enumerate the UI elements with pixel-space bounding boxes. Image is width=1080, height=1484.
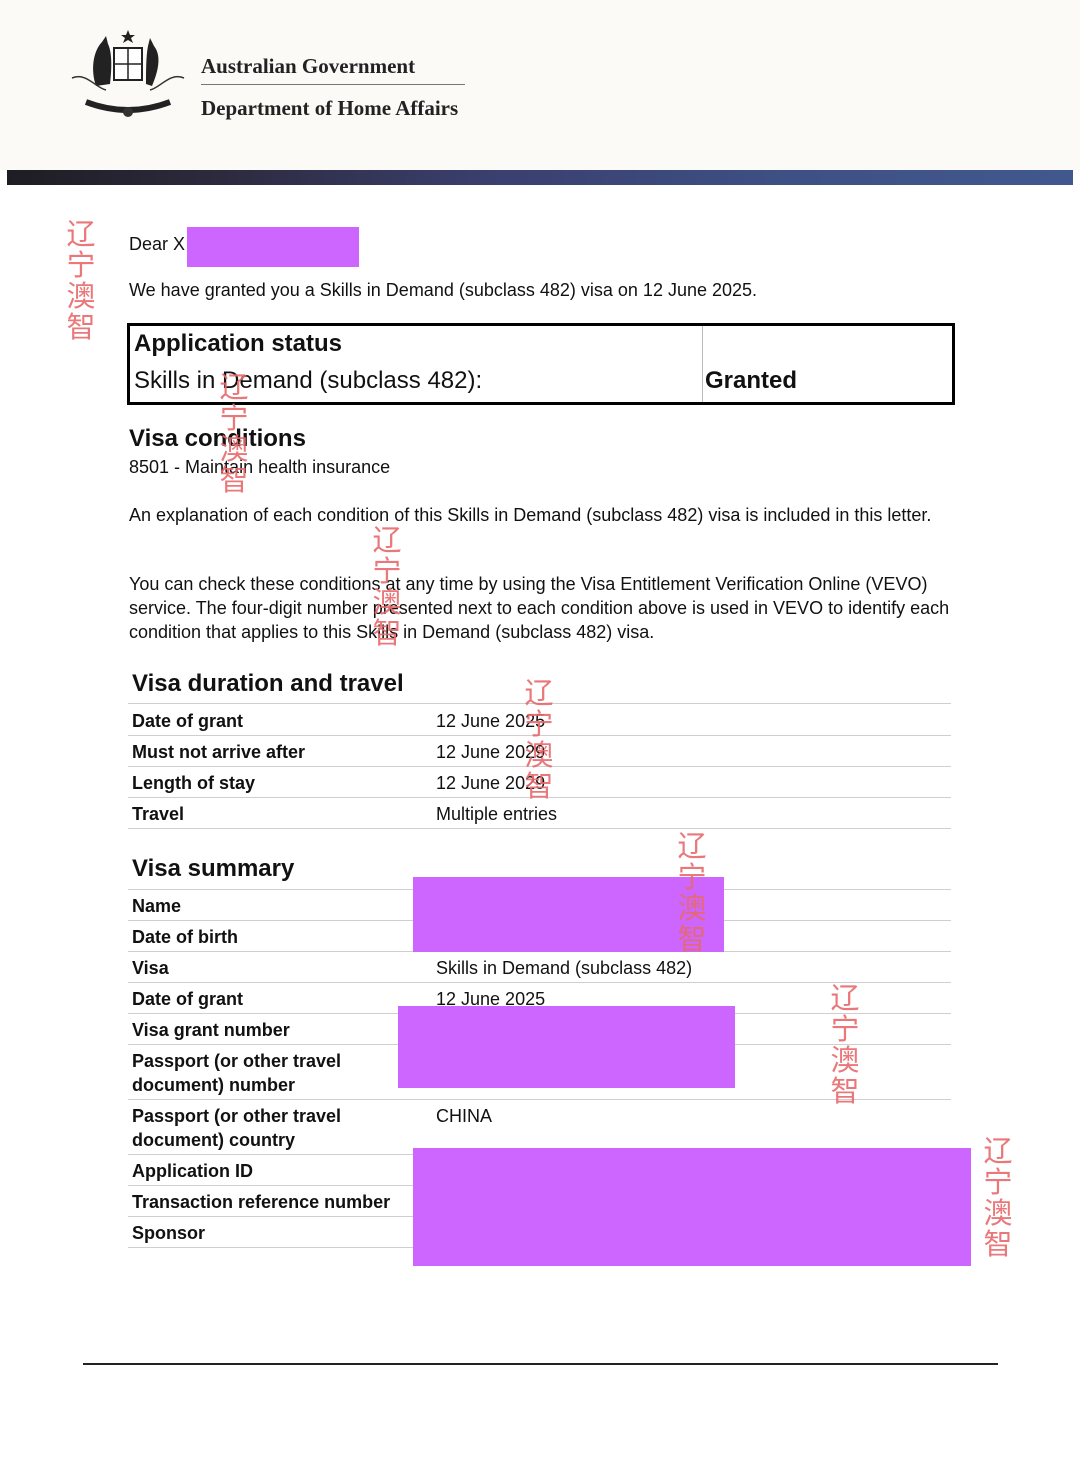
status-label: Skills in Demand (subclass 482):: [134, 367, 483, 394]
watermark: 辽宁澳智: [66, 219, 96, 344]
row-label: Application ID: [132, 1161, 253, 1181]
row-label: Travel: [132, 804, 185, 824]
watermark: 辽宁澳智: [219, 372, 249, 497]
greeting: Dear X: [129, 234, 186, 254]
watermark: 辽宁澳智: [524, 678, 554, 803]
row-label: Visa: [132, 958, 169, 978]
row-value: Skills in Demand (subclass 482): [436, 958, 693, 978]
watermark: 辽宁澳智: [983, 1136, 1013, 1261]
duration-title-rule: [128, 673, 951, 704]
redacted-application-details: [413, 1148, 971, 1266]
status-value: Granted: [705, 367, 798, 394]
row-label: Sponsor: [132, 1223, 206, 1243]
table-row: Date of grant 12 June 2025: [128, 705, 951, 736]
watermark: 辽宁澳智: [830, 983, 860, 1108]
summary-title: Visa summary: [132, 855, 295, 882]
grant-intro: We have granted you a Skills in Demand (…: [129, 280, 758, 300]
letterhead: Australian Government Department of Home…: [0, 0, 1080, 170]
vevo-paragraph: You can check these conditions at any ti…: [129, 574, 950, 642]
watermark: 辽宁澳智: [677, 831, 707, 956]
status-title: Application status: [134, 330, 343, 357]
row-value: 12 June 2025: [436, 711, 546, 731]
row-label: Date of grant: [132, 989, 244, 1009]
redacted-grant-passport: [398, 1006, 735, 1088]
footer-rule: [83, 1363, 998, 1365]
department-name: Department of Home Affairs: [201, 96, 459, 120]
row-label: Length of stay: [132, 773, 256, 793]
table-row: Passport (or other travel document) numb…: [128, 1045, 951, 1100]
conditions-title: Visa conditions: [129, 425, 306, 452]
header-gradient-bar: [7, 170, 1073, 185]
table-row: Length of stay 12 June 2029: [128, 767, 951, 798]
government-name: Australian Government: [201, 54, 416, 78]
row-value: Multiple entries: [436, 804, 558, 824]
row-label: Visa grant number: [132, 1020, 290, 1040]
redacted-name-dob: [413, 877, 724, 952]
redacted-name: [187, 227, 359, 267]
table-row: Travel Multiple entries: [128, 798, 951, 829]
duration-table: Date of grant 12 June 2025 Must not arriv…: [128, 705, 951, 829]
row-label: Passport (or other travel document) numb…: [132, 1051, 342, 1095]
row-label: Date of grant: [132, 711, 244, 731]
conditions-explanation: An explanation of each condition of this…: [129, 505, 932, 525]
row-value: 12 June 2025: [436, 989, 546, 1009]
row-value: 12 June 2029: [436, 742, 546, 762]
table-row: Must not arrive after 12 June 2029: [128, 736, 951, 767]
row-value: CHINA: [436, 1106, 493, 1126]
watermark: 辽宁澳智: [372, 525, 402, 650]
table-row: Visa Skills in Demand (subclass 482): [128, 952, 951, 983]
header-divider: [201, 84, 465, 85]
status-divider: [702, 326, 703, 402]
row-label: Must not arrive after: [132, 742, 306, 762]
coat-of-arms-logo: [71, 30, 185, 117]
condition-item: 8501 - Maintain health insurance: [129, 457, 391, 477]
row-label: Transaction reference number: [132, 1192, 391, 1212]
row-label: Passport (or other travel document) coun…: [132, 1106, 342, 1150]
row-value: 12 June 2029: [436, 773, 546, 793]
row-label: Date of birth: [132, 927, 238, 947]
duration-title: Visa duration and travel: [132, 670, 404, 697]
table-row: Passport (or other travel document) coun…: [128, 1100, 951, 1155]
application-status-box: Application status Skills in Demand (sub…: [127, 323, 955, 405]
row-label: Name: [132, 896, 182, 916]
